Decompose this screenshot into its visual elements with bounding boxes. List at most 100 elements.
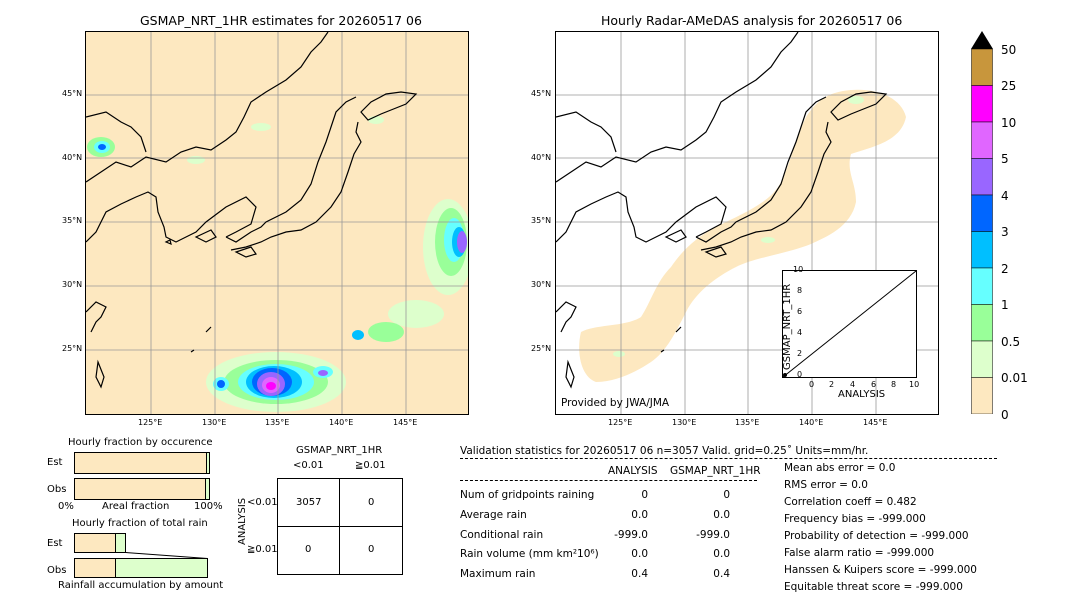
left-coastlines xyxy=(86,32,418,389)
validation-row-label: Maximum rain xyxy=(460,568,536,580)
right-lat-tick: 25°N xyxy=(531,344,552,353)
total-rain-footer: Rainfall accumulation by amount xyxy=(58,580,224,591)
colorbar-swatch xyxy=(971,231,993,269)
total-rain-chart xyxy=(74,533,208,578)
left-gridlines xyxy=(86,32,468,414)
left-map-title: GSMAP_NRT_1HR estimates for 20260517 06 xyxy=(140,13,422,28)
colorbar-label: 5 xyxy=(1001,152,1009,166)
right-map-title: Hourly Radar-AMeDAS analysis for 2026051… xyxy=(601,13,903,28)
colorbar-label: 3 xyxy=(1001,225,1009,239)
colorbar-swatch xyxy=(971,158,993,196)
left-lat-tick: 30°N xyxy=(62,280,83,289)
inset-xtick: 4 xyxy=(850,380,856,389)
occurrence-axis-label: Areal fraction xyxy=(102,501,170,512)
right-lat-tick: 30°N xyxy=(531,280,552,289)
left-lat-tick: 25°N xyxy=(62,344,83,353)
inset-scatter xyxy=(782,270,917,378)
contingency-col-header: <0.01 xyxy=(293,460,324,471)
validation-row-label: Conditional rain xyxy=(460,529,544,541)
colorbar-label: 25 xyxy=(1001,79,1017,93)
colorbar-swatch xyxy=(971,267,993,305)
validation-row-gsmap: 0 xyxy=(723,489,730,501)
colorbar-swatch xyxy=(971,340,993,378)
left-lon-tick: 130°E xyxy=(202,418,227,427)
left-lat-tick: 40°N xyxy=(62,153,83,162)
validation-score: Mean abs error = 0.0 xyxy=(784,462,896,474)
validation-score: Frequency bias = -999.000 xyxy=(784,513,926,525)
left-lon-tick: 135°E xyxy=(265,418,290,427)
validation-row-analysis: 0.0 xyxy=(631,509,648,521)
right-lat-tick: 40°N xyxy=(531,153,552,162)
inset-xtick: 8 xyxy=(891,380,897,389)
colorbar-extend-arrow xyxy=(971,31,993,49)
occurrence-row-label: Obs xyxy=(47,484,67,495)
validation-col-gsmap: GSMAP_NRT_1HR xyxy=(670,465,761,477)
contingency-cell: 0 xyxy=(305,544,312,555)
occurrence-est-rain-segment xyxy=(206,453,209,473)
validation-row-analysis: 0.4 xyxy=(631,568,648,580)
validation-score: Correlation coeff = 0.482 xyxy=(784,496,917,508)
contingency-table: 3057 0 0 0 xyxy=(277,478,403,575)
colorbar-label: 0.5 xyxy=(1001,335,1021,349)
validation-row-analysis: -999.0 xyxy=(614,529,648,541)
right-lat-tick: 45°N xyxy=(531,89,552,98)
right-lon-tick: 125°E xyxy=(608,418,633,427)
colorbar-swatch xyxy=(971,304,993,342)
colorbar-label: 50 xyxy=(1001,43,1017,57)
occurrence-obs-rain-segment xyxy=(205,479,209,499)
contingency-col-title: GSMAP_NRT_1HR xyxy=(296,445,383,456)
validation-col-rule xyxy=(460,480,757,481)
validation-row-gsmap: 0.0 xyxy=(713,548,730,560)
left-rain-areas xyxy=(87,116,468,412)
inset-xtick: 10 xyxy=(909,380,920,389)
validation-col-analysis: ANALYSIS xyxy=(608,465,658,477)
inset-xtick: 0 xyxy=(809,380,815,389)
validation-row-analysis: 0 xyxy=(641,489,648,501)
colorbar-label: 0 xyxy=(1001,408,1009,422)
right-lon-tick: 140°E xyxy=(799,418,824,427)
left-lat-tick: 45°N xyxy=(62,89,83,98)
colorbar-canvas xyxy=(971,31,993,415)
contingency-cell: 3057 xyxy=(296,497,322,508)
occurrence-obs-bar xyxy=(74,478,210,500)
occurrence-axis-left: 0% xyxy=(58,501,74,512)
colorbar-label: 2 xyxy=(1001,262,1009,276)
validation-row-analysis: 0.0 xyxy=(631,548,648,560)
right-map-credit: Provided by JWA/JMA xyxy=(561,397,670,409)
inset-point xyxy=(783,373,787,377)
contingency-row-header: ≧0.01 xyxy=(247,544,278,555)
validation-header-rule xyxy=(460,458,997,459)
contingency-cell: 0 xyxy=(368,544,375,555)
validation-score: Probability of detection = -999.000 xyxy=(784,530,969,542)
inset-xlabel: ANALYSIS xyxy=(838,389,886,400)
contingency-col-header: ≧0.01 xyxy=(355,460,386,471)
inset-ytick: 6 xyxy=(797,307,803,316)
inset-scatter-canvas xyxy=(782,270,917,378)
left-lon-tick: 145°E xyxy=(393,418,418,427)
left-map-canvas xyxy=(86,32,468,414)
inset-xtick: 2 xyxy=(829,380,835,389)
colorbar xyxy=(971,31,993,415)
colorbar-label: 1 xyxy=(1001,298,1009,312)
left-lat-tick: 35°N xyxy=(62,216,83,225)
right-coastlines xyxy=(556,32,888,389)
validation-score: Equitable threat score = -999.000 xyxy=(784,581,963,593)
validation-row-label: Rain volume (mm km²10⁶) xyxy=(460,548,599,560)
colorbar-swatch xyxy=(971,85,993,123)
right-lon-tick: 135°E xyxy=(735,418,760,427)
validation-row-label: Num of gridpoints raining xyxy=(460,489,595,501)
colorbar-swatch xyxy=(971,377,993,415)
occurrence-title: Hourly fraction by occurence xyxy=(68,437,213,448)
total-rain-row-label: Obs xyxy=(47,565,67,576)
colorbar-label: 0.01 xyxy=(1001,371,1028,385)
validation-score: RMS error = 0.0 xyxy=(784,479,868,491)
left-lon-tick: 140°E xyxy=(329,418,354,427)
total-rain-title: Hourly fraction of total rain xyxy=(72,518,208,529)
colorbar-swatch xyxy=(971,48,993,86)
colorbar-swatch xyxy=(971,194,993,232)
left-map xyxy=(85,31,469,415)
inset-ytick: 4 xyxy=(797,328,803,337)
colorbar-label: 4 xyxy=(1001,189,1009,203)
validation-row-gsmap: 0.4 xyxy=(713,568,730,580)
contingency-row-header: <0.01 xyxy=(247,497,278,508)
